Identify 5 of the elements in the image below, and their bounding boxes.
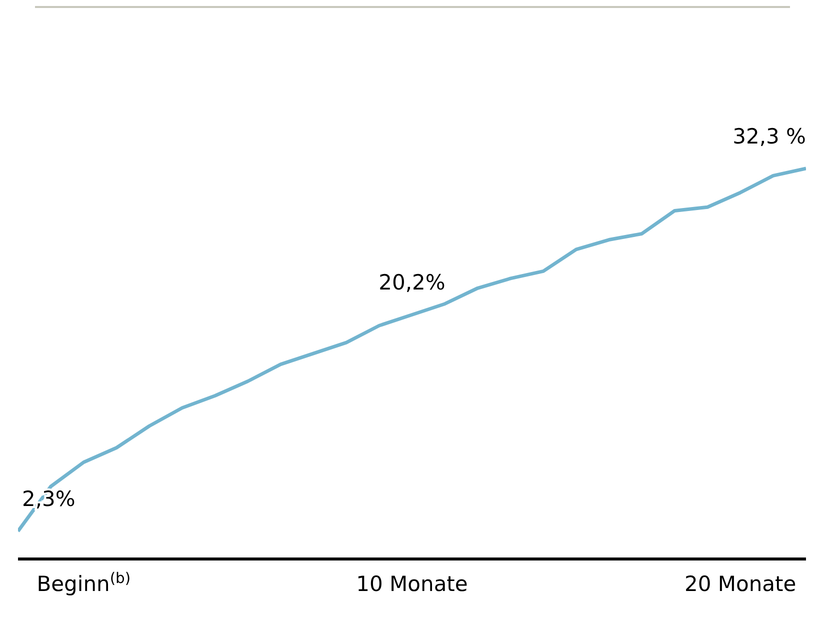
data-label: 20,2% — [378, 270, 446, 295]
x-tick-label: Beginn$^{(b)}$ — [36, 570, 131, 596]
x-tick-label: 20 Monate — [684, 572, 796, 596]
data-label: 32,3 % — [732, 124, 806, 148]
x-tick-label: 10 Monate — [356, 572, 468, 596]
